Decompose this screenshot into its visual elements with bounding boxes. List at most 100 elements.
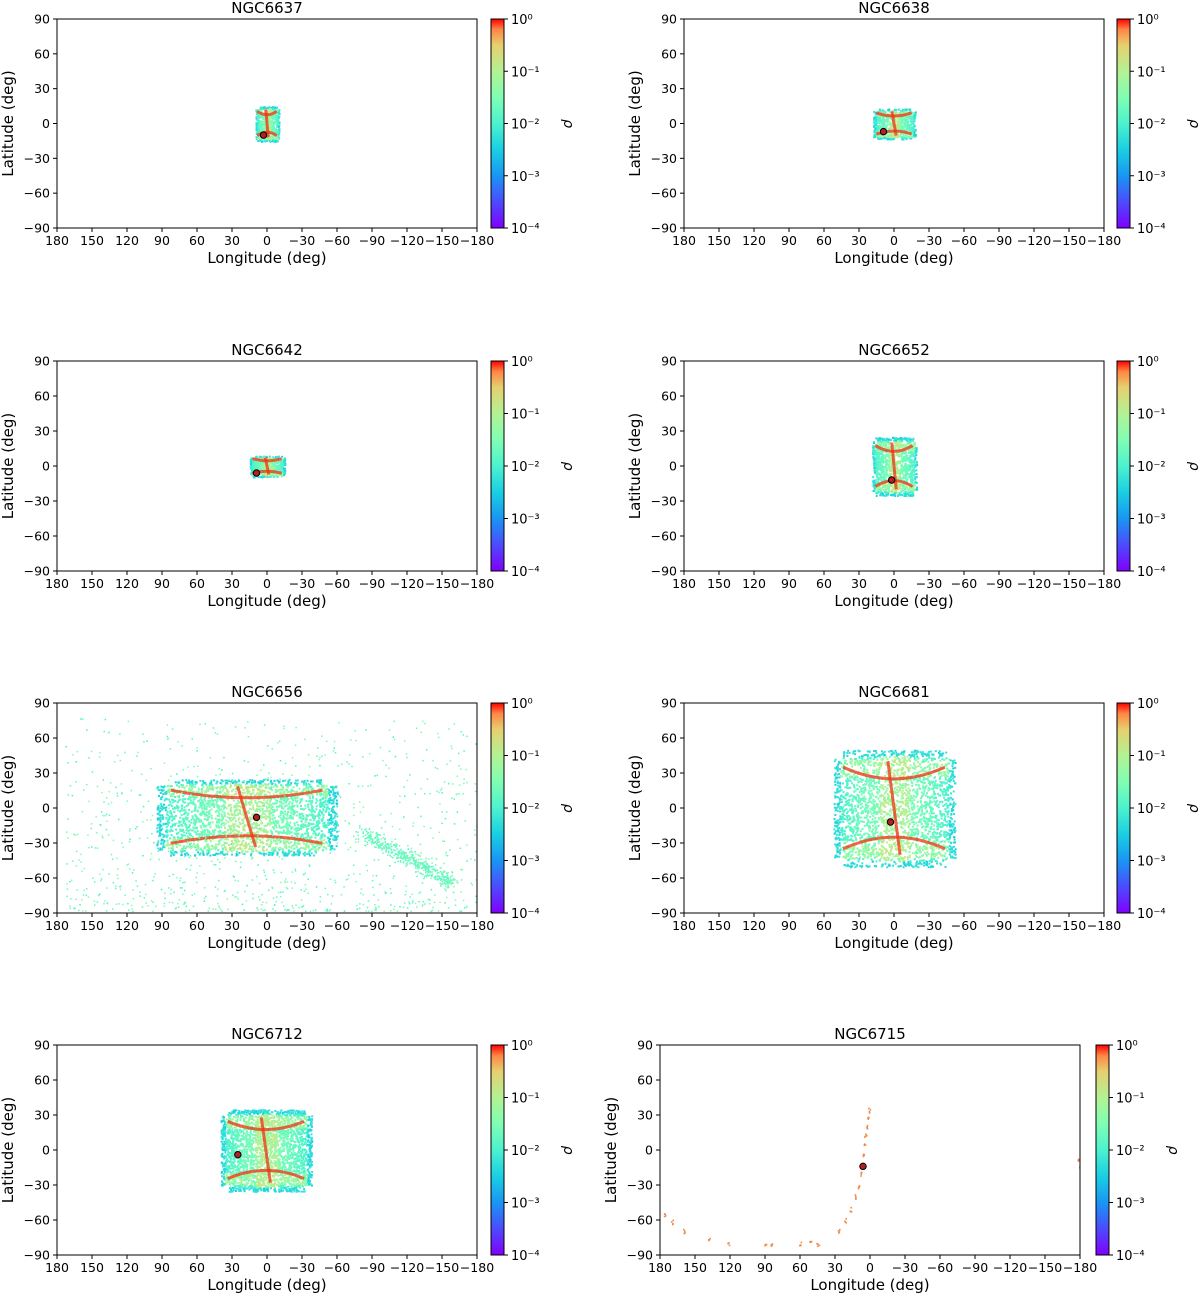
- density-point: [230, 831, 233, 834]
- density-point: [190, 842, 192, 845]
- y-tick-label: 60: [34, 389, 50, 404]
- density-point: [317, 819, 320, 822]
- density-point: [234, 823, 237, 826]
- density-ridge: [263, 457, 271, 475]
- density-point: [899, 135, 902, 138]
- density-point: [875, 119, 877, 121]
- density-point: [196, 844, 199, 847]
- density-point: [173, 788, 175, 791]
- density-point: [881, 451, 884, 453]
- density-point: [193, 842, 196, 845]
- density-point: [871, 452, 874, 455]
- density-point: [884, 444, 887, 447]
- density-point: [263, 123, 266, 126]
- density-point: [181, 805, 184, 808]
- density-point: [301, 833, 303, 836]
- density-point: [173, 806, 176, 809]
- density-point: [257, 808, 260, 811]
- density-point: [904, 462, 907, 465]
- density-point: [235, 824, 238, 827]
- x-tick-label: −90: [359, 576, 385, 591]
- density-point: [282, 838, 285, 841]
- density-point: [191, 815, 194, 818]
- density-point: [176, 806, 179, 809]
- density-point: [237, 799, 239, 802]
- density-point: [895, 439, 897, 442]
- density-point: [266, 110, 269, 113]
- density-point: [235, 837, 238, 840]
- density-point: [257, 805, 260, 808]
- density-point: [165, 836, 168, 839]
- density-point: [231, 818, 234, 821]
- density-point: [258, 800, 261, 803]
- density-point: [189, 801, 192, 804]
- density-point: [272, 464, 275, 467]
- density-point: [316, 793, 318, 796]
- density-point: [910, 132, 913, 135]
- density-point: [269, 124, 272, 126]
- density-point: [329, 847, 332, 850]
- density-point: [877, 482, 880, 484]
- density-point: [176, 836, 179, 839]
- density-point: [889, 126, 892, 129]
- density-point: [179, 816, 182, 819]
- density-point: [211, 829, 214, 832]
- density-point: [226, 842, 229, 845]
- density-point: [195, 791, 198, 794]
- density-point: [298, 843, 301, 845]
- density-point: [895, 109, 898, 111]
- density-point: [323, 806, 326, 808]
- density-point: [248, 790, 251, 793]
- density-point: [322, 813, 325, 816]
- density-point: [908, 464, 911, 467]
- density-point: [329, 799, 332, 802]
- density-point: [896, 467, 899, 470]
- density-point: [272, 837, 275, 840]
- x-tick-label: −90: [359, 233, 385, 248]
- density-point: [894, 118, 897, 121]
- density-point: [284, 462, 287, 465]
- density-point: [285, 804, 288, 807]
- density-point: [895, 123, 897, 126]
- density-point: [874, 462, 877, 465]
- density-point: [190, 818, 193, 821]
- density-point: [303, 824, 305, 827]
- density-point: [217, 806, 220, 809]
- density-point: [311, 805, 313, 808]
- density-point: [312, 826, 315, 829]
- density-point: [261, 810, 264, 812]
- density-point: [280, 788, 282, 791]
- density-point: [273, 138, 276, 141]
- density-point: [234, 779, 237, 782]
- density-point: [295, 846, 298, 849]
- density-point: [268, 816, 271, 819]
- density-point: [284, 469, 287, 472]
- density-point: [897, 443, 900, 446]
- density-point: [327, 822, 330, 824]
- density-point: [255, 793, 258, 796]
- density-point: [254, 467, 257, 470]
- density-point: [249, 816, 252, 819]
- density-point: [277, 134, 280, 137]
- density-point: [175, 804, 178, 807]
- colorbar-tick-label: 10⁰: [511, 355, 533, 370]
- density-point: [166, 834, 169, 837]
- density-point: [887, 460, 890, 463]
- density-point: [181, 794, 184, 797]
- density-point: [271, 108, 274, 111]
- density-point: [906, 440, 909, 443]
- density-point: [874, 469, 877, 471]
- density-point: [890, 485, 893, 487]
- density-point: [194, 822, 197, 825]
- density-point: [252, 462, 255, 465]
- density-point: [273, 475, 276, 478]
- density-point: [258, 785, 261, 788]
- density-point: [914, 478, 917, 481]
- density-point: [287, 807, 290, 810]
- density-point: [280, 805, 283, 807]
- density-point: [893, 137, 896, 139]
- x-tick-label: −90: [986, 576, 1012, 591]
- density-point: [880, 487, 883, 490]
- density-point: [254, 781, 257, 784]
- density-point: [234, 784, 237, 787]
